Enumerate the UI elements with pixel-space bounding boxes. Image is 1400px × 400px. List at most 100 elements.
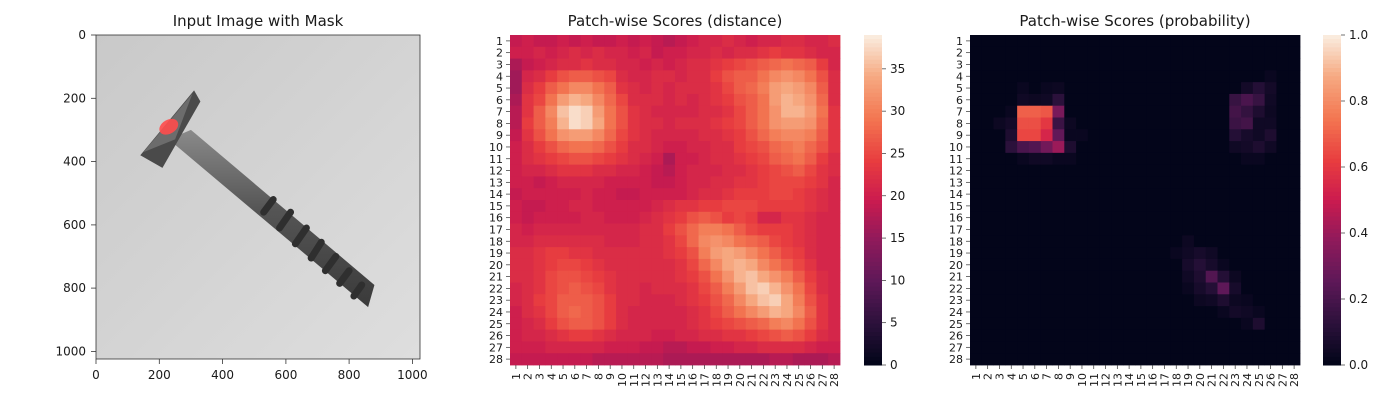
heatmap-cell — [722, 270, 735, 283]
heatmap-cell — [1135, 306, 1148, 319]
heatmap-cell — [663, 93, 676, 107]
heatmap-cell — [568, 235, 582, 248]
heatmap-cell — [686, 117, 699, 130]
heatmap-cell — [792, 211, 806, 224]
heatmap-cell — [568, 353, 582, 366]
heatmap-cell — [1123, 282, 1136, 295]
heatmap-cell — [1229, 223, 1242, 236]
heatmap-cell — [1288, 353, 1301, 366]
heatmap-cell — [993, 129, 1006, 142]
heatmap-cell — [993, 353, 1006, 366]
colorbar-segment — [864, 175, 882, 180]
heatmap-cell — [1076, 176, 1089, 189]
heatmap-cell — [651, 35, 664, 48]
heatmap-cell — [1193, 117, 1207, 130]
heatmap-cell — [521, 258, 534, 272]
heatmap-cell — [675, 282, 688, 295]
heatmap-cell — [1252, 70, 1266, 83]
heatmap-cell — [1099, 70, 1112, 83]
heatmap-cell — [1005, 35, 1018, 48]
heatmap-cell — [722, 200, 735, 213]
heatmap-cell — [568, 317, 582, 331]
colorbar-segment — [1323, 336, 1341, 341]
heatmap-cell — [592, 35, 605, 48]
heatmap-cell — [1146, 235, 1159, 248]
heatmap-cell — [1064, 353, 1077, 366]
heatmap-cell — [1241, 329, 1254, 342]
colorbar-segment — [1323, 224, 1341, 230]
heatmap-cell — [663, 70, 676, 83]
colorbar-segment — [864, 336, 882, 341]
heatmap-cell — [769, 58, 782, 71]
heatmap-cell — [1028, 35, 1042, 48]
heatmap-cell — [592, 141, 605, 154]
colorbar-segment — [864, 294, 882, 300]
colorbar-segment — [864, 113, 882, 119]
heatmap-cell — [675, 35, 688, 48]
heatmap-cell — [1017, 223, 1030, 236]
colorbar-segment — [864, 237, 882, 242]
heatmap-cell — [1111, 223, 1124, 236]
p1-ytick-3: 600 — [63, 218, 86, 232]
heatmap-cell — [1158, 70, 1171, 83]
heatmap-cell — [816, 46, 829, 59]
heatmap-cell — [1005, 211, 1018, 224]
heatmap-cell — [1017, 176, 1030, 189]
heatmap-cell — [1052, 93, 1065, 107]
x-tick-label: 6 — [1029, 373, 1042, 380]
heatmap-cell — [580, 306, 593, 319]
heatmap-cell — [686, 58, 699, 71]
heatmap-cell — [745, 329, 758, 342]
heatmap-cell — [1252, 164, 1266, 177]
colorbar-segment — [1323, 43, 1341, 48]
heatmap-cell — [521, 306, 534, 319]
heatmap-cell — [1193, 247, 1207, 260]
heatmap-cell — [993, 46, 1006, 59]
heatmap-cell — [757, 247, 770, 260]
x-tick-label: 22 — [757, 373, 770, 387]
heatmap-cell — [557, 164, 570, 177]
colorbar-segment — [1323, 51, 1341, 57]
heatmap-cell — [1276, 176, 1289, 189]
heatmap-cell — [580, 247, 593, 260]
colorbar-segment — [1323, 121, 1341, 127]
colorbar-tick-label: 0.6 — [1349, 160, 1368, 174]
heatmap-cell — [1064, 247, 1077, 260]
heatmap-cell — [1099, 129, 1112, 142]
heatmap-cell — [745, 341, 758, 354]
heatmap-cell — [722, 93, 735, 107]
heatmap-cell — [1241, 93, 1254, 107]
colorbar-tick-label: 0.0 — [1349, 358, 1368, 372]
heatmap-cell — [1017, 282, 1030, 295]
heatmap-cell — [1123, 223, 1136, 236]
colorbar-tick-label: 25 — [890, 146, 905, 160]
heatmap-cell — [757, 82, 770, 95]
heatmap-cell — [1193, 176, 1207, 189]
x-tick-label: 2 — [982, 373, 995, 380]
heatmap-cell — [1005, 235, 1018, 248]
heatmap-cell — [769, 247, 782, 260]
heatmap-cell — [722, 294, 735, 307]
heatmap-cell — [828, 211, 841, 224]
heatmap-cell — [1264, 35, 1277, 48]
heatmap-cell — [1111, 141, 1124, 154]
heatmap-cell — [533, 141, 546, 154]
x-tick-label: 13 — [651, 373, 664, 387]
heatmap-cell — [1087, 58, 1101, 71]
heatmap-cell — [627, 247, 641, 260]
y-tick-label: 23 — [949, 294, 963, 307]
heatmap-cell — [804, 141, 817, 154]
heatmap-cell — [604, 58, 617, 71]
heatmap-cell — [1064, 176, 1077, 189]
heatmap-cell — [1005, 176, 1018, 189]
heatmap-cell — [722, 188, 735, 201]
heatmap-cell — [733, 211, 747, 224]
heatmap-cell — [1158, 105, 1171, 118]
heatmap-cell — [616, 141, 629, 154]
heatmap-cell — [1111, 152, 1124, 166]
heatmap-cell — [1182, 188, 1195, 201]
heatmap-cell — [1028, 211, 1042, 224]
heatmap-cell — [1040, 247, 1053, 260]
heatmap-cell — [1052, 341, 1065, 354]
heatmap-cell — [1064, 200, 1077, 213]
